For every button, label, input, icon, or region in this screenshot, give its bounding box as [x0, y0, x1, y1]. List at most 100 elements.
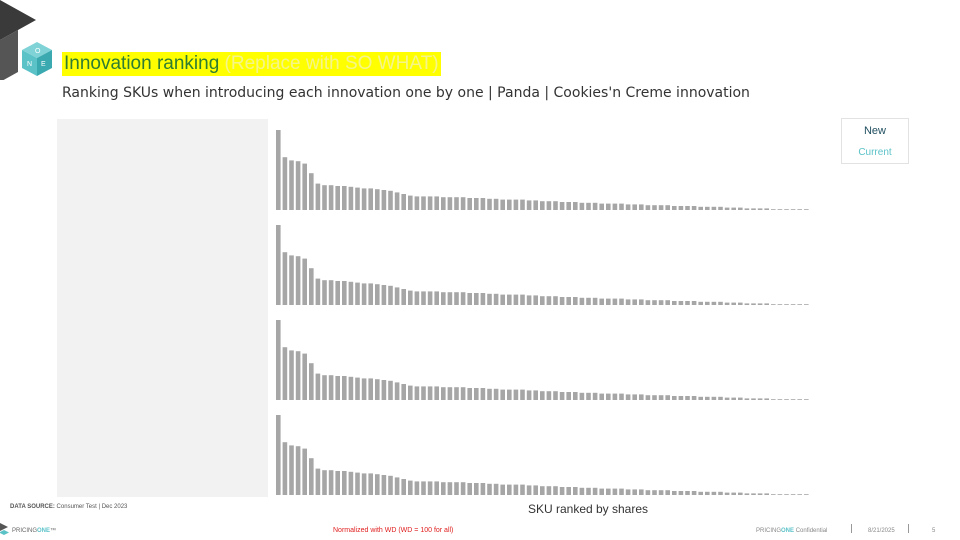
- bar: [487, 198, 492, 210]
- bar: [705, 301, 710, 305]
- bar: [520, 294, 525, 305]
- bar: [342, 471, 347, 495]
- bar: [480, 483, 486, 495]
- bar: [474, 293, 479, 305]
- bar: [454, 197, 459, 210]
- title-placeholder-note: (Replace with SO WHAT): [219, 53, 439, 74]
- bar: [480, 388, 486, 400]
- bar: [368, 188, 373, 210]
- bar: [619, 393, 624, 400]
- bar: [540, 391, 545, 400]
- bar: [599, 393, 604, 400]
- bar: [711, 206, 717, 210]
- bar: [447, 197, 453, 210]
- bar: [408, 195, 413, 210]
- bar: [790, 304, 796, 305]
- bar: [771, 399, 776, 400]
- bar: [427, 196, 433, 210]
- bar: [579, 392, 585, 400]
- bar: [328, 470, 334, 495]
- bar: [295, 161, 301, 210]
- bar: [744, 398, 750, 400]
- bar: [441, 387, 446, 400]
- bar: [553, 486, 558, 495]
- bar: [375, 189, 380, 210]
- bar: [672, 396, 677, 400]
- bar: [698, 396, 703, 400]
- bar: [678, 301, 684, 305]
- bar: [289, 255, 294, 305]
- bar: [698, 491, 703, 495]
- normalization-note: Normalized with WD (WD = 100 for all): [333, 527, 454, 534]
- bar: [553, 201, 558, 210]
- bar: [441, 482, 446, 495]
- bar: [276, 320, 281, 400]
- footer-logo-icon: [0, 523, 9, 535]
- bar: [434, 386, 439, 400]
- confidential-prefix: PRICING: [756, 528, 782, 534]
- bar: [414, 196, 420, 210]
- logo-letter-n: N: [27, 61, 32, 68]
- bar: [309, 268, 314, 305]
- bar: [606, 488, 611, 495]
- bar: [566, 297, 571, 305]
- bar: [421, 481, 426, 495]
- bar: [573, 392, 578, 400]
- bar: [738, 302, 743, 305]
- bar: [289, 160, 294, 210]
- bar: [698, 206, 703, 210]
- bar: [540, 201, 545, 210]
- bar: [573, 487, 578, 495]
- bar: [513, 389, 519, 400]
- bar: [302, 353, 307, 400]
- bar: [784, 494, 789, 495]
- ranking-chart: [276, 130, 809, 495]
- bar: [678, 206, 684, 210]
- bar: [777, 209, 783, 210]
- bar: [731, 302, 736, 305]
- bar: [507, 484, 512, 495]
- bar: [573, 202, 578, 210]
- bar: [342, 281, 347, 305]
- bar: [645, 490, 651, 495]
- bar: [672, 491, 677, 495]
- bar: [328, 375, 334, 400]
- bar: [665, 395, 670, 400]
- logo-dark-shape: [0, 0, 36, 40]
- bar: [777, 399, 783, 400]
- bar: [665, 205, 670, 210]
- bar: [606, 393, 611, 400]
- bar: [526, 390, 532, 400]
- bar: [361, 283, 367, 305]
- bar: [711, 301, 717, 305]
- bar: [375, 474, 380, 495]
- bar: [500, 294, 505, 305]
- bar: [289, 350, 294, 400]
- bar: [401, 194, 406, 210]
- bar: [487, 483, 492, 495]
- bar: [276, 130, 281, 210]
- bar: [599, 203, 604, 210]
- bar: [698, 301, 703, 305]
- bar: [447, 387, 453, 400]
- page-number: 5: [932, 528, 936, 534]
- bar: [388, 380, 393, 400]
- bar: [467, 483, 472, 495]
- bar: [493, 388, 499, 400]
- bar: [520, 199, 525, 210]
- bar: [328, 280, 334, 305]
- bar: [612, 203, 618, 210]
- bar: [592, 487, 598, 495]
- bar: [434, 196, 439, 210]
- bar: [592, 202, 598, 210]
- bar: [777, 304, 783, 305]
- bar: [493, 198, 499, 210]
- bar: [619, 298, 624, 305]
- bar: [757, 493, 763, 495]
- bar: [427, 291, 433, 305]
- bar: [421, 386, 426, 400]
- bar: [691, 206, 697, 210]
- chart-legend: New Current: [841, 118, 909, 164]
- bar: [731, 397, 736, 400]
- bar: [388, 285, 393, 305]
